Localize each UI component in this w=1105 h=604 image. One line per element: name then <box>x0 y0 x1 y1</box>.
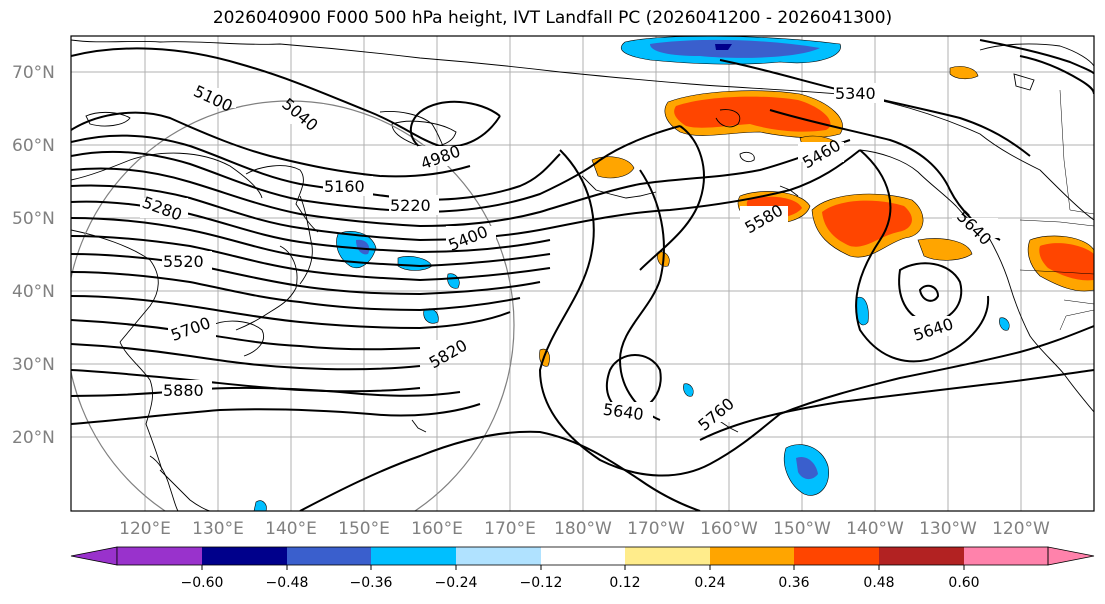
lat-label: 30°N <box>12 355 55 375</box>
lon-label: 180°W <box>554 519 612 539</box>
colorbar-segment <box>625 547 710 565</box>
lat-label: 20°N <box>12 428 55 448</box>
contour-label: 5340 <box>835 84 876 103</box>
lat-label: 50°N <box>12 209 55 229</box>
colorbar-tick-label: 0.36 <box>778 575 809 591</box>
colorbar-extend-low <box>70 546 118 566</box>
contour-label: 5880 <box>163 381 204 400</box>
colorbar-segment <box>794 547 879 565</box>
longitude-labels: 120°E 130°E 140°E 150°E 160°E 170°E 180°… <box>119 519 1050 539</box>
colorbar-tick-label: −0.24 <box>435 575 478 591</box>
colorbar-extend-high <box>1047 546 1095 566</box>
colorbar-tick-label: −0.12 <box>520 575 563 591</box>
ivt-negative-region-japan-east <box>336 231 377 268</box>
colorbar-segment <box>117 547 202 565</box>
colorbar-tick-label: 0.48 <box>863 575 894 591</box>
lon-label: 130°E <box>192 519 244 539</box>
colorbar-segment <box>202 547 287 565</box>
lon-label: 140°W <box>846 519 904 539</box>
colorbar-segment <box>879 547 964 565</box>
colorbar-tick-label: 0.12 <box>609 575 640 591</box>
colorbar-segment <box>371 547 456 565</box>
colorbar-segment <box>710 547 794 565</box>
lon-label: 160°W <box>700 519 758 539</box>
map-frame <box>70 35 1095 512</box>
lat-label: 70°N <box>12 63 55 83</box>
colorbar-tick-label: −0.48 <box>266 575 309 591</box>
map-title: 2026040900 F000 500 hPa height, IVT Land… <box>212 8 893 28</box>
colorbar-segment <box>541 547 625 565</box>
lon-label: 150°W <box>773 519 831 539</box>
colorbar-segment <box>964 547 1048 565</box>
lon-label: 140°E <box>265 519 317 539</box>
lon-label: 120°W <box>992 519 1050 539</box>
lat-label: 40°N <box>12 282 55 302</box>
lon-label: 150°E <box>338 519 390 539</box>
colorbar-tick-label: 0.60 <box>948 575 979 591</box>
lon-label: 120°E <box>119 519 171 539</box>
contour-label: 5220 <box>390 196 431 215</box>
contour-label-group: 5100 5040 4980 5160 5220 5280 5400 5520 … <box>140 81 998 435</box>
lon-label: 160°E <box>411 519 463 539</box>
colorbar-segment <box>456 547 541 565</box>
borders <box>1019 89 1094 331</box>
colorbar-segment <box>287 547 371 565</box>
contour-label: 5160 <box>324 177 365 196</box>
landfall-region-circle <box>71 100 515 511</box>
colorbar-tick-label: −0.60 <box>181 575 224 591</box>
latitude-labels: 70°N 60°N 50°N 40°N 30°N 20°N <box>12 63 55 448</box>
lon-label: 170°E <box>484 519 536 539</box>
colorbar: −0.60 −0.48 −0.36 −0.24 −0.12 0.12 0.24 … <box>70 546 1095 591</box>
contour-label: 5520 <box>163 252 204 271</box>
colorbar-tick-label: −0.36 <box>350 575 393 591</box>
colorbar-tick-label: 0.24 <box>694 575 725 591</box>
lon-label: 130°W <box>919 519 977 539</box>
lat-label: 60°N <box>12 136 55 156</box>
lon-label: 170°W <box>627 519 685 539</box>
